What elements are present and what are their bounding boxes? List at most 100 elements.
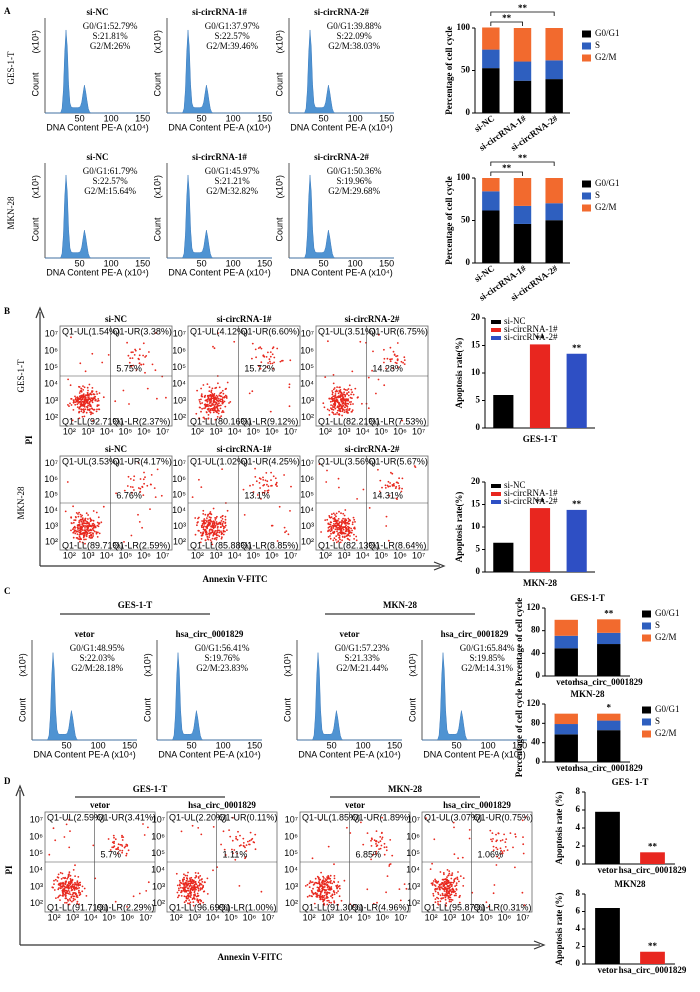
- event-dot: [225, 387, 228, 390]
- event-dot: [186, 897, 189, 900]
- event-dot: [185, 899, 188, 902]
- event-dot: [275, 483, 277, 486]
- event-dot: [330, 895, 332, 898]
- event-dot: [403, 359, 406, 361]
- stat-label: G0/G1:37.97%: [205, 21, 260, 31]
- event-dot: [398, 487, 401, 489]
- significance-label: **: [536, 497, 546, 507]
- bar-segment: [513, 28, 532, 62]
- arrow-head: [35, 306, 45, 319]
- event-dot: [214, 387, 217, 389]
- event-dot: [445, 904, 447, 907]
- event-dot: [97, 531, 99, 534]
- event-dot: [217, 409, 220, 411]
- event-dot: [383, 853, 386, 856]
- event-dot: [449, 889, 452, 891]
- event-dot: [214, 519, 217, 521]
- event-dot: [327, 530, 329, 533]
- event-dot: [440, 897, 443, 900]
- event-dot: [379, 479, 382, 482]
- event-dot: [254, 476, 257, 478]
- event-dot: [200, 398, 202, 401]
- event-dot: [391, 854, 394, 857]
- x-tick-label: 10⁵: [357, 912, 371, 922]
- plot-title: si-circRNA-2#: [345, 314, 400, 324]
- y-tick-label: 10⁶: [300, 345, 314, 355]
- event-dot: [220, 520, 223, 522]
- x-tick-label: 10³: [209, 426, 222, 436]
- event-dot: [149, 483, 152, 486]
- x-tick-label: 150: [257, 113, 272, 123]
- bar-segment: [554, 619, 578, 636]
- x-tick-label: 10⁴: [356, 550, 370, 560]
- event-dot: [346, 402, 349, 405]
- event-dot: [150, 474, 153, 476]
- event-dot: [143, 482, 146, 485]
- bar-segment: [513, 61, 532, 81]
- event-dot: [219, 400, 222, 403]
- event-dot: [327, 899, 330, 902]
- event-dot: [333, 877, 336, 880]
- event-dot: [186, 894, 189, 897]
- event-dot: [380, 832, 383, 834]
- event-dot: [195, 412, 198, 415]
- event-dot: [204, 521, 206, 524]
- event-dot: [441, 881, 444, 884]
- x-tick-label: 10⁵: [374, 426, 388, 436]
- event-dot: [77, 513, 79, 515]
- event-dot: [439, 900, 442, 903]
- stat-label: G0/G1:48.95%: [70, 643, 125, 653]
- event-dot: [398, 888, 401, 890]
- event-dot: [391, 485, 394, 487]
- event-dot: [202, 509, 205, 512]
- event-dot: [401, 419, 404, 422]
- event-dot: [331, 896, 334, 899]
- y-tick-label: 5: [476, 544, 481, 554]
- event-dot: [214, 407, 216, 410]
- event-dot: [120, 844, 123, 846]
- event-dot: [344, 399, 346, 401]
- apoptosis-rate: 6.85%: [356, 849, 382, 859]
- event-dot: [53, 879, 55, 882]
- event-dot: [68, 819, 70, 821]
- event-dot: [198, 417, 201, 419]
- event-dot: [78, 411, 80, 414]
- event-dot: [72, 536, 75, 539]
- y-tick-label: 10⁵: [172, 490, 186, 500]
- event-dot: [207, 414, 210, 416]
- quadrant-label: Q1-LL(95.87%): [424, 902, 486, 912]
- histogram: [422, 652, 527, 741]
- y-tick-label: 10³: [407, 881, 420, 891]
- event-dot: [522, 836, 524, 838]
- event-dot: [81, 523, 84, 526]
- event-dot: [84, 402, 87, 405]
- x-tick-label: 150: [387, 740, 402, 750]
- y-tick-label: 10⁷: [30, 815, 43, 825]
- event-dot: [368, 507, 371, 509]
- legend-swatch: [642, 730, 651, 738]
- event-dot: [137, 513, 139, 516]
- event-dot: [126, 341, 128, 344]
- event-dot: [79, 530, 82, 533]
- event-dot: [468, 829, 471, 831]
- event-dot: [332, 539, 335, 542]
- event-dot: [78, 406, 81, 409]
- event-dot: [74, 881, 76, 884]
- y-axis-label: Count: [17, 698, 27, 723]
- row-label: GES-1-T: [6, 51, 16, 84]
- event-dot: [324, 519, 327, 521]
- x-tick-label: 10⁴: [228, 550, 242, 560]
- event-dot: [121, 834, 123, 837]
- plot-title: si-circRNA-1#: [192, 152, 247, 162]
- event-dot: [327, 885, 330, 888]
- event-dot: [57, 876, 60, 879]
- event-dot: [451, 874, 454, 876]
- event-dot: [215, 521, 218, 523]
- event-dot: [438, 888, 441, 890]
- event-dot: [203, 396, 206, 398]
- event-dot: [76, 406, 79, 408]
- event-dot: [121, 839, 124, 841]
- event-dot: [509, 832, 512, 834]
- event-dot: [403, 883, 406, 885]
- event-dot: [217, 382, 219, 385]
